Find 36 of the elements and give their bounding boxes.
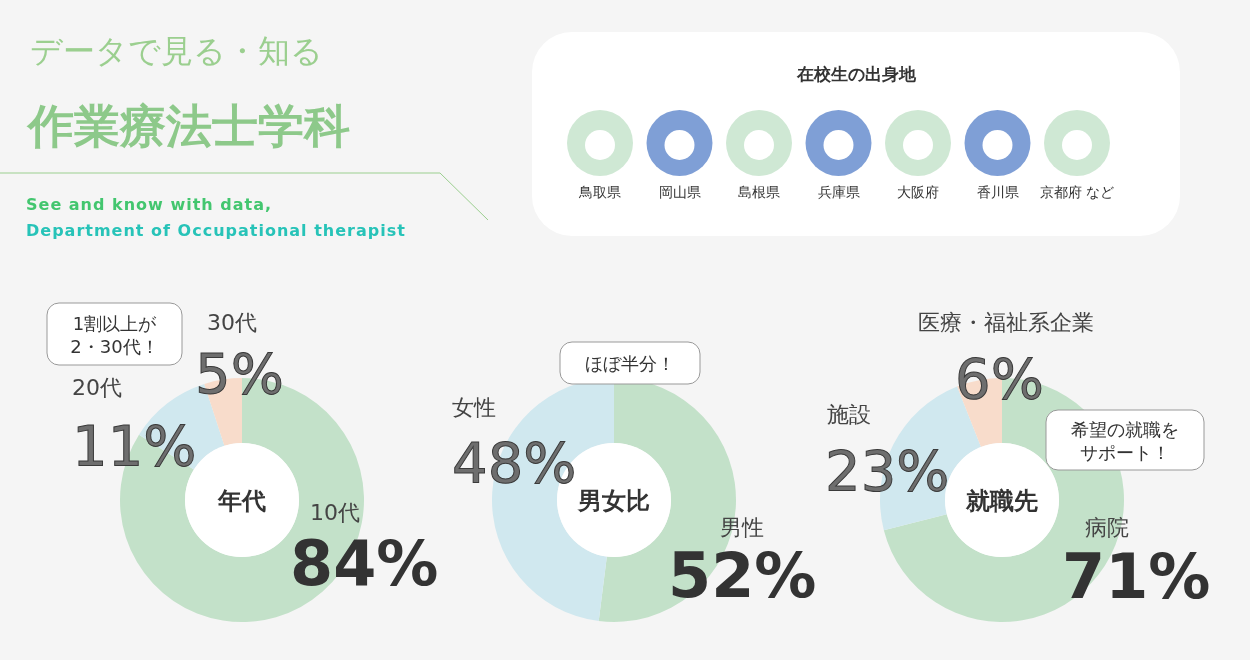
text: 就職先	[965, 487, 1038, 515]
text: Department of Occupational therapist	[26, 221, 406, 240]
category-label: 岡山県	[658, 184, 701, 200]
slice-label: 女性	[452, 395, 496, 420]
category-label: 香川県	[976, 184, 1019, 200]
text: 希望の就職を	[1071, 418, 1179, 440]
text: データで見る・知る	[30, 32, 323, 70]
data-label: 5%	[195, 341, 284, 406]
slice-label: 病院	[1085, 515, 1129, 540]
text: サポート！	[1080, 441, 1170, 463]
slice-label: 医療・福祉系企業	[918, 310, 1094, 335]
category-label: 鳥取県	[578, 184, 621, 200]
slice-label: 施設	[827, 402, 871, 427]
category-label: 島根県	[738, 184, 780, 200]
data-label: 23%	[825, 438, 950, 503]
text: 1割以上が	[72, 312, 158, 334]
text: ほぼ半分！	[585, 353, 675, 374]
text: 2・30代！	[70, 335, 159, 357]
slice-label: 男性	[720, 515, 764, 540]
data-label: 52%	[668, 539, 817, 612]
data-label: 48%	[452, 430, 577, 495]
text: See and know with data,	[26, 195, 273, 214]
text: 作業療法士学科	[26, 99, 350, 153]
category-label: 兵庫県	[817, 184, 860, 200]
slice-label: 20代	[72, 375, 122, 400]
data-label: 6%	[955, 346, 1044, 411]
data-label: 11%	[72, 413, 197, 478]
text: 男女比	[577, 487, 650, 515]
category-label: 京都府 など	[1039, 184, 1115, 200]
text: 在校生の出身地	[795, 64, 917, 84]
data-label: 84%	[290, 527, 439, 600]
slice-label: 30代	[207, 310, 257, 335]
text: 年代	[217, 487, 266, 515]
data-label: 71%	[1062, 540, 1211, 613]
category-label: 大阪府	[897, 184, 939, 200]
slice-label: 10代	[310, 500, 360, 525]
